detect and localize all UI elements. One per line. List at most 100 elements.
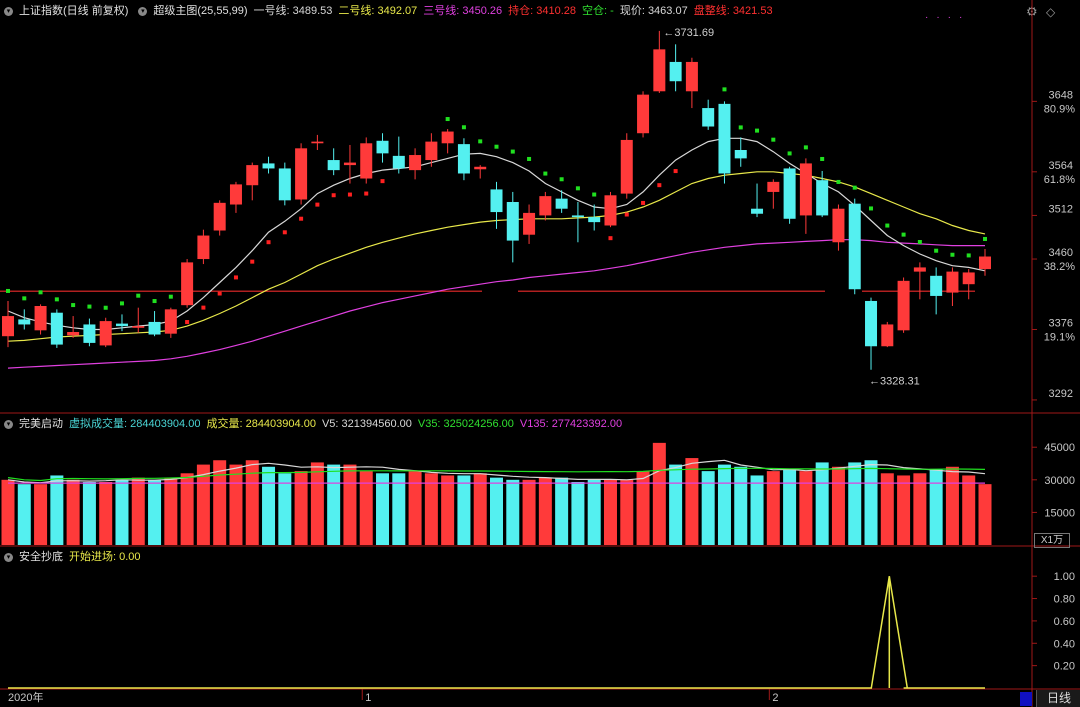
candle-body xyxy=(181,262,194,306)
candle-body xyxy=(295,148,308,200)
signal-panel-header: ▾ 安全抄底 开始进场: 0.00 xyxy=(0,549,153,565)
volume-indicator-name[interactable]: 完美启动 xyxy=(19,418,63,430)
symbol-title: 上证指数(日线 前复权) xyxy=(19,5,129,17)
volume-bar xyxy=(734,466,748,545)
candle-body xyxy=(702,108,715,127)
candle-body xyxy=(848,203,861,290)
price-tick-label: 3292 xyxy=(1049,388,1073,400)
volume-bar xyxy=(229,464,243,545)
signal-tick-label: 0.60 xyxy=(1054,616,1075,628)
period-tab-daily[interactable]: 日线 xyxy=(1036,690,1080,707)
volume-bar xyxy=(424,473,438,545)
signal-tick-label: 0.40 xyxy=(1054,638,1075,650)
candle-body xyxy=(311,141,324,144)
signal-axis: 1.00 0.80 0.60 0.40 0.20 xyxy=(1032,571,1075,673)
scroll-marker[interactable] xyxy=(1020,692,1032,706)
candle-body xyxy=(685,61,698,92)
collapse-chevron-icon[interactable]: ▾ xyxy=(4,419,13,429)
sar-dot xyxy=(510,149,515,154)
indicator-menu-icon[interactable]: ▾ xyxy=(138,6,148,16)
volume-bar xyxy=(587,479,601,545)
sar-dot xyxy=(608,236,613,241)
sar-dot xyxy=(168,294,173,299)
indicator-name[interactable]: 超级主图(25,55,99) xyxy=(153,5,248,17)
volume-bar xyxy=(620,479,634,545)
candle-body xyxy=(669,61,682,82)
volume-bar xyxy=(408,471,422,545)
candle-body xyxy=(930,275,943,296)
time-axis: 2020年123 xyxy=(8,689,778,704)
sar-dot xyxy=(494,144,499,149)
volume-bar xyxy=(115,479,129,545)
volume-bar xyxy=(376,473,390,545)
sar-dot xyxy=(250,259,255,264)
signal-value-0: 开始进场: 0.00 xyxy=(69,551,141,563)
collapse-chevron-icon[interactable]: ▾ xyxy=(4,6,13,16)
volume-bars xyxy=(1,442,992,545)
candle-body xyxy=(474,166,487,170)
volume-bar xyxy=(278,473,292,545)
candle-body xyxy=(83,324,96,343)
sar-dot xyxy=(233,275,238,280)
volume-bar xyxy=(50,475,64,545)
volume-bar xyxy=(636,471,650,545)
volume-value-2: V5: 321394560.00 xyxy=(321,418,412,430)
volume-bar xyxy=(66,479,80,545)
sar-dot xyxy=(543,171,548,176)
volume-bar xyxy=(652,442,666,545)
sar-dot xyxy=(347,192,352,197)
sar-dots xyxy=(6,87,987,325)
volume-bar xyxy=(555,477,569,545)
sar-dot xyxy=(950,252,955,257)
main-price-axis: 3648 80.9% 3564 61.8% 3512 3460 38.2% 3376 19.1%… xyxy=(1032,89,1075,401)
sar-dot xyxy=(364,191,369,196)
candle-body xyxy=(213,202,226,231)
signal-tick-label: 1.00 xyxy=(1054,571,1075,583)
volume-bar xyxy=(34,484,48,545)
volume-bar xyxy=(799,471,813,545)
expand-diamond-icon[interactable]: ◇ xyxy=(1046,5,1056,19)
sar-dot xyxy=(478,139,483,144)
volume-bar xyxy=(506,479,520,545)
candle-body xyxy=(767,181,780,192)
candle-body xyxy=(409,155,422,171)
candle-body xyxy=(18,319,31,325)
candle-body xyxy=(441,131,454,144)
sar-dot xyxy=(299,216,304,221)
volume-bar xyxy=(392,473,406,545)
volume-value-0: 虚拟成交量: 284403904.00 xyxy=(69,418,201,430)
sar-dot xyxy=(201,305,206,310)
candle-body xyxy=(132,326,145,328)
volume-value-1: 成交量: 284403904.00 xyxy=(206,418,316,430)
low-price-annotation: ←3328.31 xyxy=(869,376,920,388)
candle-body xyxy=(734,150,747,159)
volume-bar xyxy=(343,464,357,545)
sar-dot xyxy=(983,236,987,241)
volume-bar xyxy=(945,466,959,545)
volume-bar xyxy=(522,479,536,545)
main-value-3: 持仓: 3410.28 xyxy=(508,5,577,17)
volume-bar xyxy=(17,484,31,545)
volume-indicator-values: 虚拟成交量: 284403904.00 成交量: 284403904.00 V5: … xyxy=(69,418,628,430)
signal-indicator-name[interactable]: 安全抄底 xyxy=(19,551,63,563)
volume-bar xyxy=(213,460,227,545)
sar-dot xyxy=(803,145,808,150)
collapse-chevron-icon[interactable]: ▾ xyxy=(4,552,13,562)
sar-dot xyxy=(673,169,678,174)
sar-dot xyxy=(836,179,841,184)
more-dots-icon[interactable]: ···· xyxy=(925,12,971,23)
sar-dot xyxy=(869,206,874,211)
volume-tick-label: 45000 xyxy=(1044,442,1075,454)
candle-body xyxy=(246,165,259,186)
sar-dot xyxy=(331,193,336,198)
time-tick-label: 2 xyxy=(772,692,778,704)
sar-dot xyxy=(152,299,157,304)
sar-dot xyxy=(527,156,532,161)
sar-dot xyxy=(87,304,92,309)
main-chart-header: ▾ 上证指数(日线 前复权) ▾ 超级主图(25,55,99) 一号线: 3489.53… xyxy=(0,3,785,19)
volume-bar xyxy=(685,458,699,545)
main-value-1: 二号线: 3492.07 xyxy=(338,5,418,17)
candle-body xyxy=(34,306,47,331)
volume-bar xyxy=(131,477,145,545)
